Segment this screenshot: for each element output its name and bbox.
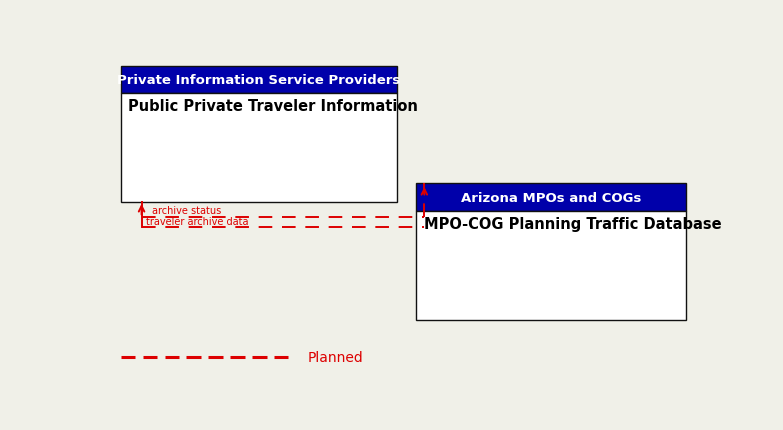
Text: Planned: Planned xyxy=(308,350,363,364)
Text: archive status: archive status xyxy=(153,206,222,216)
Text: traveler archive data: traveler archive data xyxy=(146,216,249,227)
Text: Arizona MPOs and COGs: Arizona MPOs and COGs xyxy=(461,191,641,204)
Text: MPO-COG Planning Traffic Database: MPO-COG Planning Traffic Database xyxy=(424,216,721,231)
Bar xyxy=(121,67,397,94)
Bar xyxy=(121,94,397,202)
Bar xyxy=(417,184,687,211)
Bar xyxy=(417,211,687,320)
Text: Public Private Traveler Information: Public Private Traveler Information xyxy=(128,99,418,114)
Text: Private Information Service Providers: Private Information Service Providers xyxy=(117,74,401,86)
